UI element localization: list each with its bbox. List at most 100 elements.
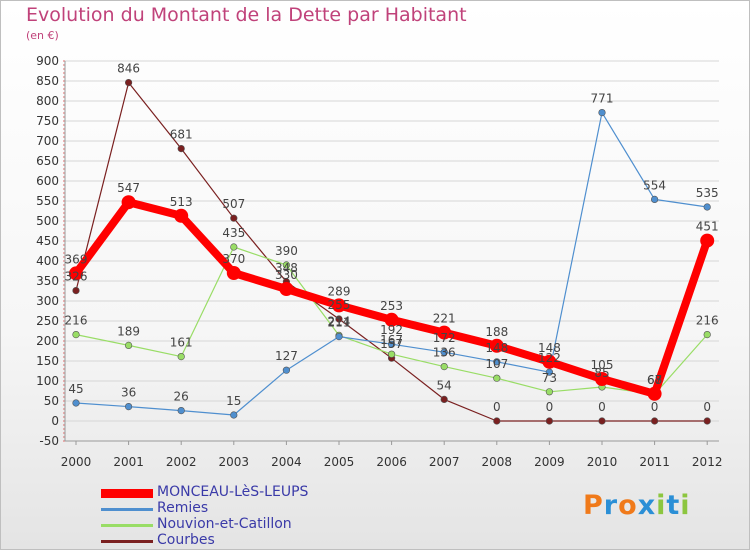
- data-point: [598, 417, 606, 425]
- data-point: [124, 341, 133, 350]
- data-label: 535: [696, 186, 719, 200]
- data-point: [703, 331, 711, 339]
- data-label: 370: [222, 252, 245, 266]
- data-point: [493, 417, 501, 425]
- data-label: 846: [117, 62, 140, 76]
- data-point: [595, 372, 609, 386]
- data-point: [437, 325, 452, 340]
- data-label: 148: [485, 341, 508, 355]
- data-label: 127: [275, 349, 298, 363]
- data-point: [230, 243, 238, 251]
- logo-letter: r: [603, 490, 619, 521]
- series-lines: [69, 78, 715, 425]
- data-label: 105: [591, 358, 614, 372]
- data-point: [440, 395, 448, 404]
- data-label: 0: [493, 400, 501, 414]
- legend-label: MONCEAU-LèS-LEUPS: [157, 484, 309, 500]
- data-point: [703, 203, 711, 211]
- data-label: 68: [647, 373, 662, 387]
- y-tick-label: 350: [36, 274, 59, 288]
- data-label: 136: [433, 346, 456, 360]
- data-label: 26: [174, 390, 189, 404]
- data-point: [489, 338, 504, 353]
- y-tick-label: 500: [36, 214, 59, 228]
- data-label: 554: [643, 178, 666, 192]
- data-label: 216: [65, 314, 88, 328]
- y-tick-label: 250: [36, 314, 59, 328]
- y-tick-label: 200: [36, 334, 59, 348]
- y-tick-label: 750: [36, 114, 59, 128]
- data-point: [124, 78, 133, 87]
- x-tick-label: 2005: [324, 455, 355, 469]
- x-tick-label: 2004: [271, 455, 302, 469]
- data-label: 45: [68, 382, 83, 396]
- y-tick-label: 450: [36, 234, 59, 248]
- data-label: 161: [170, 336, 193, 350]
- y-tick-label: 50: [44, 394, 59, 408]
- data-label: 255: [328, 298, 351, 312]
- legend-swatch: [101, 540, 153, 543]
- data-label: 451: [696, 220, 719, 234]
- data-point: [384, 312, 399, 327]
- x-tick-label: 2011: [639, 455, 670, 469]
- y-tick-label: 400: [36, 254, 59, 268]
- legend-label: Remies: [157, 500, 209, 516]
- data-point: [335, 333, 343, 341]
- y-tick-label: 900: [36, 54, 59, 68]
- chart-title: Evolution du Montant de la Dette par Hab…: [26, 4, 467, 26]
- data-point: [440, 363, 448, 371]
- data-point: [598, 108, 606, 117]
- data-point: [282, 366, 291, 374]
- legend-swatch: [101, 489, 153, 498]
- data-point: [650, 417, 659, 425]
- data-label: 253: [380, 299, 403, 313]
- data-label: 172: [433, 331, 456, 345]
- y-tick-label: 600: [36, 174, 59, 188]
- data-label: 36: [121, 386, 136, 400]
- y-tick-label: 650: [36, 154, 59, 168]
- logo-letter: t: [666, 490, 681, 521]
- data-label: 435: [222, 226, 245, 240]
- data-point: [72, 399, 80, 407]
- data-point: [121, 195, 136, 210]
- x-tick-label: 2000: [61, 455, 92, 469]
- data-label: 547: [117, 181, 140, 195]
- x-tick-label: 2008: [482, 455, 513, 469]
- data-label: 188: [485, 325, 508, 339]
- data-point: [174, 208, 189, 223]
- y-tick-label: 100: [36, 374, 59, 388]
- data-label: 0: [546, 400, 554, 414]
- data-label: 513: [170, 195, 193, 209]
- data-point: [177, 145, 185, 153]
- logo-letter: i: [656, 490, 667, 521]
- y-tick-labels: -50 0 50 100 150 200 250 300 350 400 450 500 550 600 6…: [36, 54, 59, 448]
- data-label: 330: [275, 268, 298, 282]
- data-label: 369: [65, 252, 88, 266]
- x-tick-labels: 2000 2001 2002 2003 2004 2005 2006 2007 2008 2009…: [61, 455, 723, 469]
- data-point: [69, 266, 83, 281]
- data-label: 0: [651, 400, 659, 414]
- legend-label: Nouvion-et-Catillon: [157, 516, 292, 532]
- data-label: 85: [594, 366, 609, 380]
- data-label: 216: [696, 314, 719, 328]
- data-point: [647, 386, 662, 401]
- y-tick-label: 700: [36, 134, 59, 148]
- data-labels: 369 547 513 370 330 289 253 221 188 148 105 68 451 45…: [65, 62, 719, 414]
- data-point: [177, 407, 185, 415]
- data-point: [279, 282, 294, 296]
- data-label: 189: [117, 324, 140, 338]
- data-label: 221: [433, 312, 456, 326]
- x-tick-label: 2010: [587, 455, 618, 469]
- x-tick-label: 2009: [534, 455, 565, 469]
- legend-swatch: [101, 508, 153, 511]
- data-label: 211: [328, 316, 351, 330]
- y-tick-label: 300: [36, 294, 59, 308]
- data-label: 0: [703, 400, 711, 414]
- data-point: [230, 214, 238, 222]
- data-point: [230, 411, 238, 419]
- x-tick-label: 2002: [166, 455, 197, 469]
- data-label: 771: [591, 92, 614, 106]
- y-tick-label: 850: [36, 74, 59, 88]
